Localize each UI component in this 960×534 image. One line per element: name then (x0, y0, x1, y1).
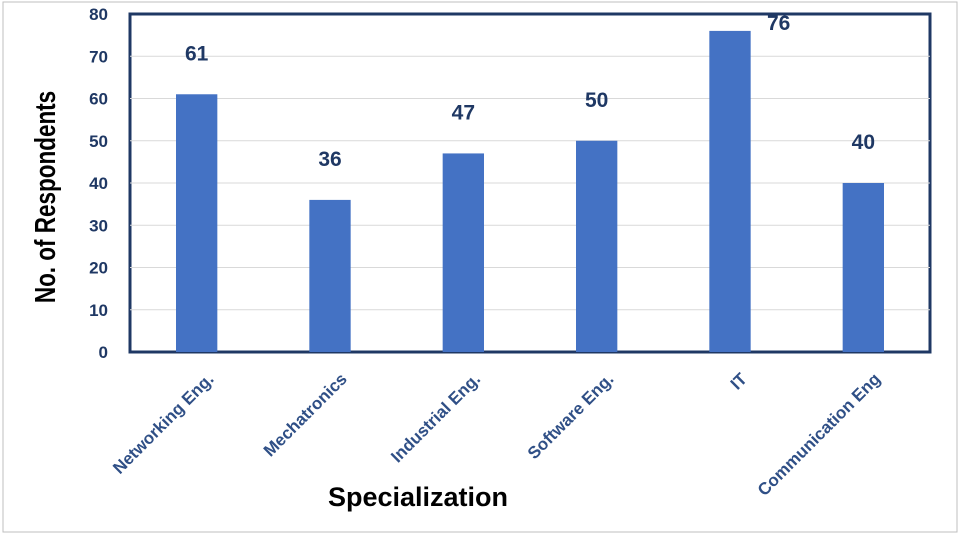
y-tick-label: 50 (89, 132, 108, 151)
y-tick-label: 20 (89, 259, 108, 278)
category-label: Networking Eng. (109, 369, 217, 477)
bar (442, 153, 484, 352)
bar (709, 30, 751, 353)
y-tick-label: 10 (89, 301, 108, 320)
bar (309, 199, 351, 352)
category-label: Industrial Eng. (387, 369, 484, 466)
data-label: 40 (852, 131, 875, 154)
category-labels: Networking Eng. Mechatronics Industrial En… (109, 369, 884, 500)
y-tick-label: 0 (99, 343, 108, 362)
data-label: 50 (585, 89, 608, 112)
bar (842, 183, 884, 352)
y-tick-label: 80 (89, 5, 108, 24)
y-tick-label: 70 (89, 47, 108, 66)
data-label: 36 (318, 148, 341, 171)
y-axis-title: No. of Respondents (30, 91, 61, 303)
y-tick-label: 30 (89, 216, 108, 235)
bars (176, 30, 884, 353)
category-label: Mechatronics (260, 369, 351, 460)
category-label: Software Eng. (524, 369, 618, 463)
category-label: IT (727, 369, 752, 394)
bar (176, 94, 218, 353)
gridlines (130, 55, 930, 311)
y-tick-label: 40 (89, 174, 108, 193)
data-labels: 61 36 47 50 76 40 (185, 12, 875, 171)
x-axis-title: Specialization (328, 482, 508, 512)
y-tick-labels: 0 10 20 30 40 50 60 70 80 (89, 5, 108, 362)
data-label: 61 (185, 42, 209, 65)
bar (576, 140, 618, 352)
data-label: 47 (452, 101, 475, 124)
y-tick-label: 60 (89, 90, 108, 109)
category-label: Communication Eng (754, 369, 884, 499)
data-label: 76 (767, 12, 790, 35)
